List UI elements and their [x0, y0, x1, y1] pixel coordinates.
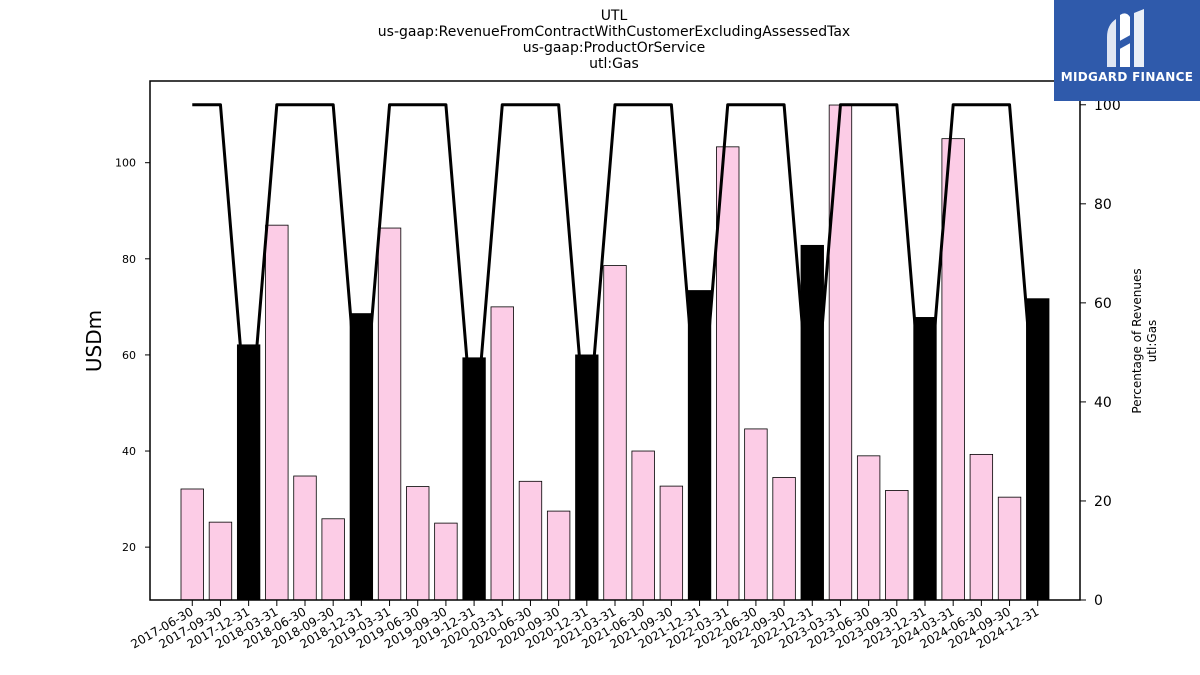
bar-2020-09-30 [546, 510, 571, 601]
bar-2023-09-30 [885, 490, 909, 601]
bar-2020-03-31 [490, 306, 514, 601]
bar-2021-06-30 [631, 450, 655, 601]
logo-mark-icon [1107, 9, 1144, 67]
bar-2017-09-30 [208, 521, 233, 601]
y-tick-label-100: 100 [115, 157, 136, 170]
bar-2020-12-31 [575, 354, 599, 601]
bar-2021-03-31 [603, 265, 627, 601]
chart-title: UTL us-gaap:RevenueFromContractWithCusto… [378, 8, 850, 72]
bar-2022-06-30 [744, 428, 768, 601]
bar-2018-03-31 [265, 224, 289, 601]
bar-2024-09-30 [997, 496, 1022, 601]
percentage-line-series [192, 103, 1040, 448]
y-tick-label-80: 80 [122, 253, 136, 266]
bar-2021-09-30 [659, 485, 684, 601]
percentage-line [192, 103, 1040, 448]
bar-2019-12-31 [462, 357, 486, 601]
bar-2022-09-30 [772, 477, 796, 601]
bar-2017-12-31 [236, 344, 261, 601]
bar-2020-06-30 [518, 480, 543, 601]
bar-2017-06-30 [180, 488, 204, 601]
y2-tick-label-80: 80 [1094, 197, 1112, 213]
bar-2023-06-30 [856, 455, 881, 601]
bar-2024-06-30 [969, 453, 994, 601]
brand-logo: MIDGARD FINANCE [1054, 0, 1200, 101]
title-line-4: utl:Gas [589, 56, 639, 72]
title-line-3: us-gaap:ProductOrService [523, 40, 706, 56]
bar-2018-06-30 [293, 475, 317, 601]
y2-axis-label-line-2: utl:Gas [1145, 320, 1159, 363]
bar-2018-09-30 [321, 518, 345, 601]
y-tick-label-20: 20 [122, 541, 136, 554]
y-axis-label: USDm [82, 310, 106, 372]
y-tick-label-60: 60 [122, 349, 136, 362]
bar-2023-03-31 [828, 104, 853, 601]
bar-2022-12-31 [800, 244, 824, 601]
y2-tick-label-100: 100 [1094, 98, 1121, 114]
y2-tick-label-0: 0 [1094, 593, 1103, 609]
bar-2019-06-30 [406, 486, 430, 601]
y2-tick-label-60: 60 [1094, 296, 1112, 312]
bar-2019-03-31 [377, 227, 402, 601]
bar-series [180, 104, 1050, 601]
y2-axis-label-line-1: Percentage of Revenues [1130, 268, 1144, 413]
title-line-2: us-gaap:RevenueFromContractWithCustomerE… [378, 24, 850, 40]
brand-name: MIDGARD FINANCE [1060, 70, 1194, 84]
y-tick-label-40: 40 [122, 445, 136, 458]
title-line-1: UTL [601, 8, 628, 24]
bar-2019-09-30 [434, 522, 458, 601]
y2-axis-label: Percentage of Revenues utl:Gas [1130, 268, 1159, 413]
y2-tick-label-20: 20 [1094, 494, 1112, 510]
y2-tick-label-40: 40 [1094, 395, 1112, 411]
